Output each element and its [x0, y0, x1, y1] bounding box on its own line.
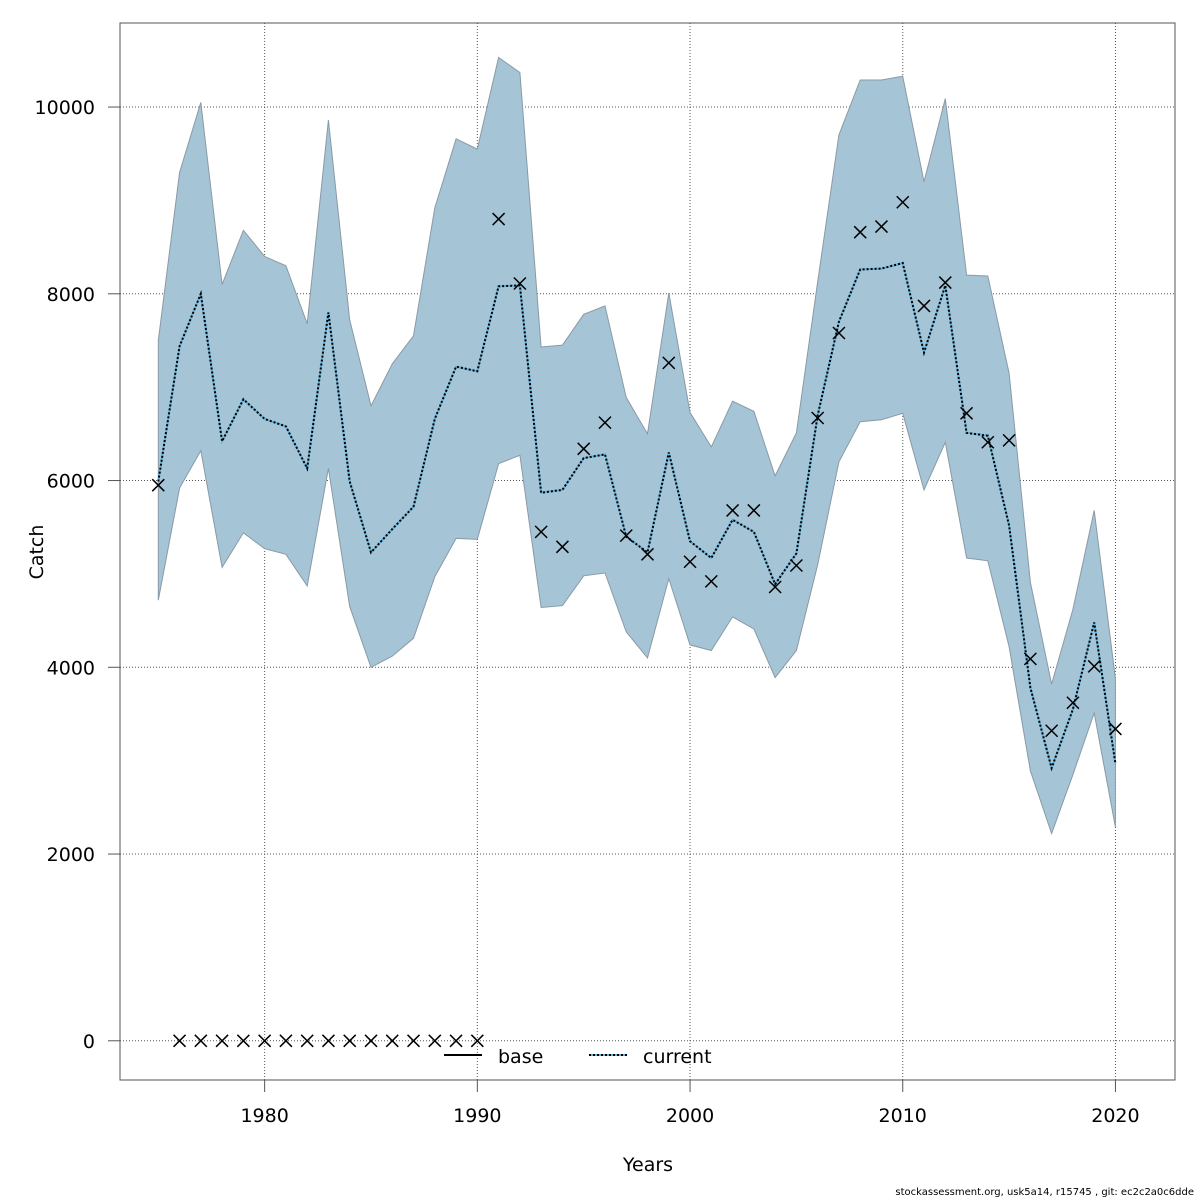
legend: base current [444, 1046, 712, 1068]
y-tick-label: 4000 [47, 657, 95, 679]
y-tick-label: 6000 [47, 471, 95, 493]
observed-point [194, 1034, 208, 1048]
observed-point [1066, 696, 1080, 710]
observed-point [789, 558, 803, 573]
observed-point [960, 406, 974, 420]
observed-point [811, 411, 825, 425]
observed-point [981, 435, 995, 449]
observed-point [236, 1034, 250, 1048]
observed-point [300, 1034, 314, 1048]
observed-point [534, 525, 548, 539]
series-current [157, 261, 1117, 772]
y-axis: 0 2000 4000 6000 8000 10000 [35, 97, 120, 1053]
observed-point [619, 529, 633, 543]
legend-label-current: current [643, 1046, 712, 1068]
series-lines [157, 261, 1117, 772]
x-axis: 1980 1990 2000 2010 2020 [240, 1080, 1140, 1127]
observed-point [874, 220, 889, 234]
observed-point [1045, 724, 1059, 738]
observed-point [577, 442, 591, 456]
observed-point [832, 326, 846, 340]
observed-point [321, 1034, 335, 1048]
x-tick-label: 1990 [453, 1105, 501, 1127]
x-tick-label: 2010 [879, 1105, 927, 1127]
observed-point [598, 416, 612, 430]
x-axis-title: Years [622, 1154, 673, 1176]
observed-point [173, 1034, 187, 1048]
observed-point [896, 195, 910, 209]
observed-point [1087, 659, 1101, 673]
observed-point [683, 555, 697, 569]
observed-point [768, 580, 782, 594]
legend-label-base: base [498, 1046, 543, 1068]
observed-point [1002, 433, 1016, 447]
observed-point [470, 1034, 484, 1048]
observed-point [151, 478, 165, 492]
observed-point [258, 1034, 272, 1048]
observed-point [938, 276, 952, 290]
observed-point [704, 574, 718, 588]
y-axis-title: Catch [26, 525, 48, 580]
observed-points [151, 195, 1122, 1048]
y-tick-label: 0 [83, 1031, 95, 1053]
observed-point [406, 1034, 421, 1048]
observed-point [662, 356, 676, 370]
observed-point [917, 299, 931, 313]
observed-point [1023, 652, 1037, 666]
y-tick-label: 2000 [47, 844, 95, 866]
y-tick-label: 10000 [35, 97, 95, 119]
footer-credit: stockassessment.org, usk5a14, r15745 , g… [895, 1187, 1194, 1198]
observed-point [1108, 722, 1122, 736]
observed-point [747, 503, 761, 517]
plot-frame [119, 22, 1176, 1081]
observed-point [726, 503, 740, 517]
observed-point [513, 276, 527, 291]
confidence-band [157, 56, 1116, 836]
observed-point [555, 540, 569, 554]
observed-point [640, 547, 655, 561]
x-tick-label: 1980 [240, 1105, 288, 1127]
confidence-band-area [157, 56, 1116, 836]
observed-point [364, 1034, 378, 1048]
observed-point [492, 212, 506, 226]
observed-point [343, 1034, 357, 1048]
observed-point [215, 1034, 229, 1048]
x-tick-label: 2020 [1091, 1105, 1139, 1127]
observed-point [385, 1034, 399, 1048]
observed-point [279, 1034, 293, 1048]
observed-point [449, 1034, 463, 1048]
x-tick-label: 2000 [666, 1105, 714, 1127]
observed-point [428, 1034, 442, 1048]
observed-point [853, 225, 867, 239]
y-tick-label: 8000 [47, 284, 95, 306]
